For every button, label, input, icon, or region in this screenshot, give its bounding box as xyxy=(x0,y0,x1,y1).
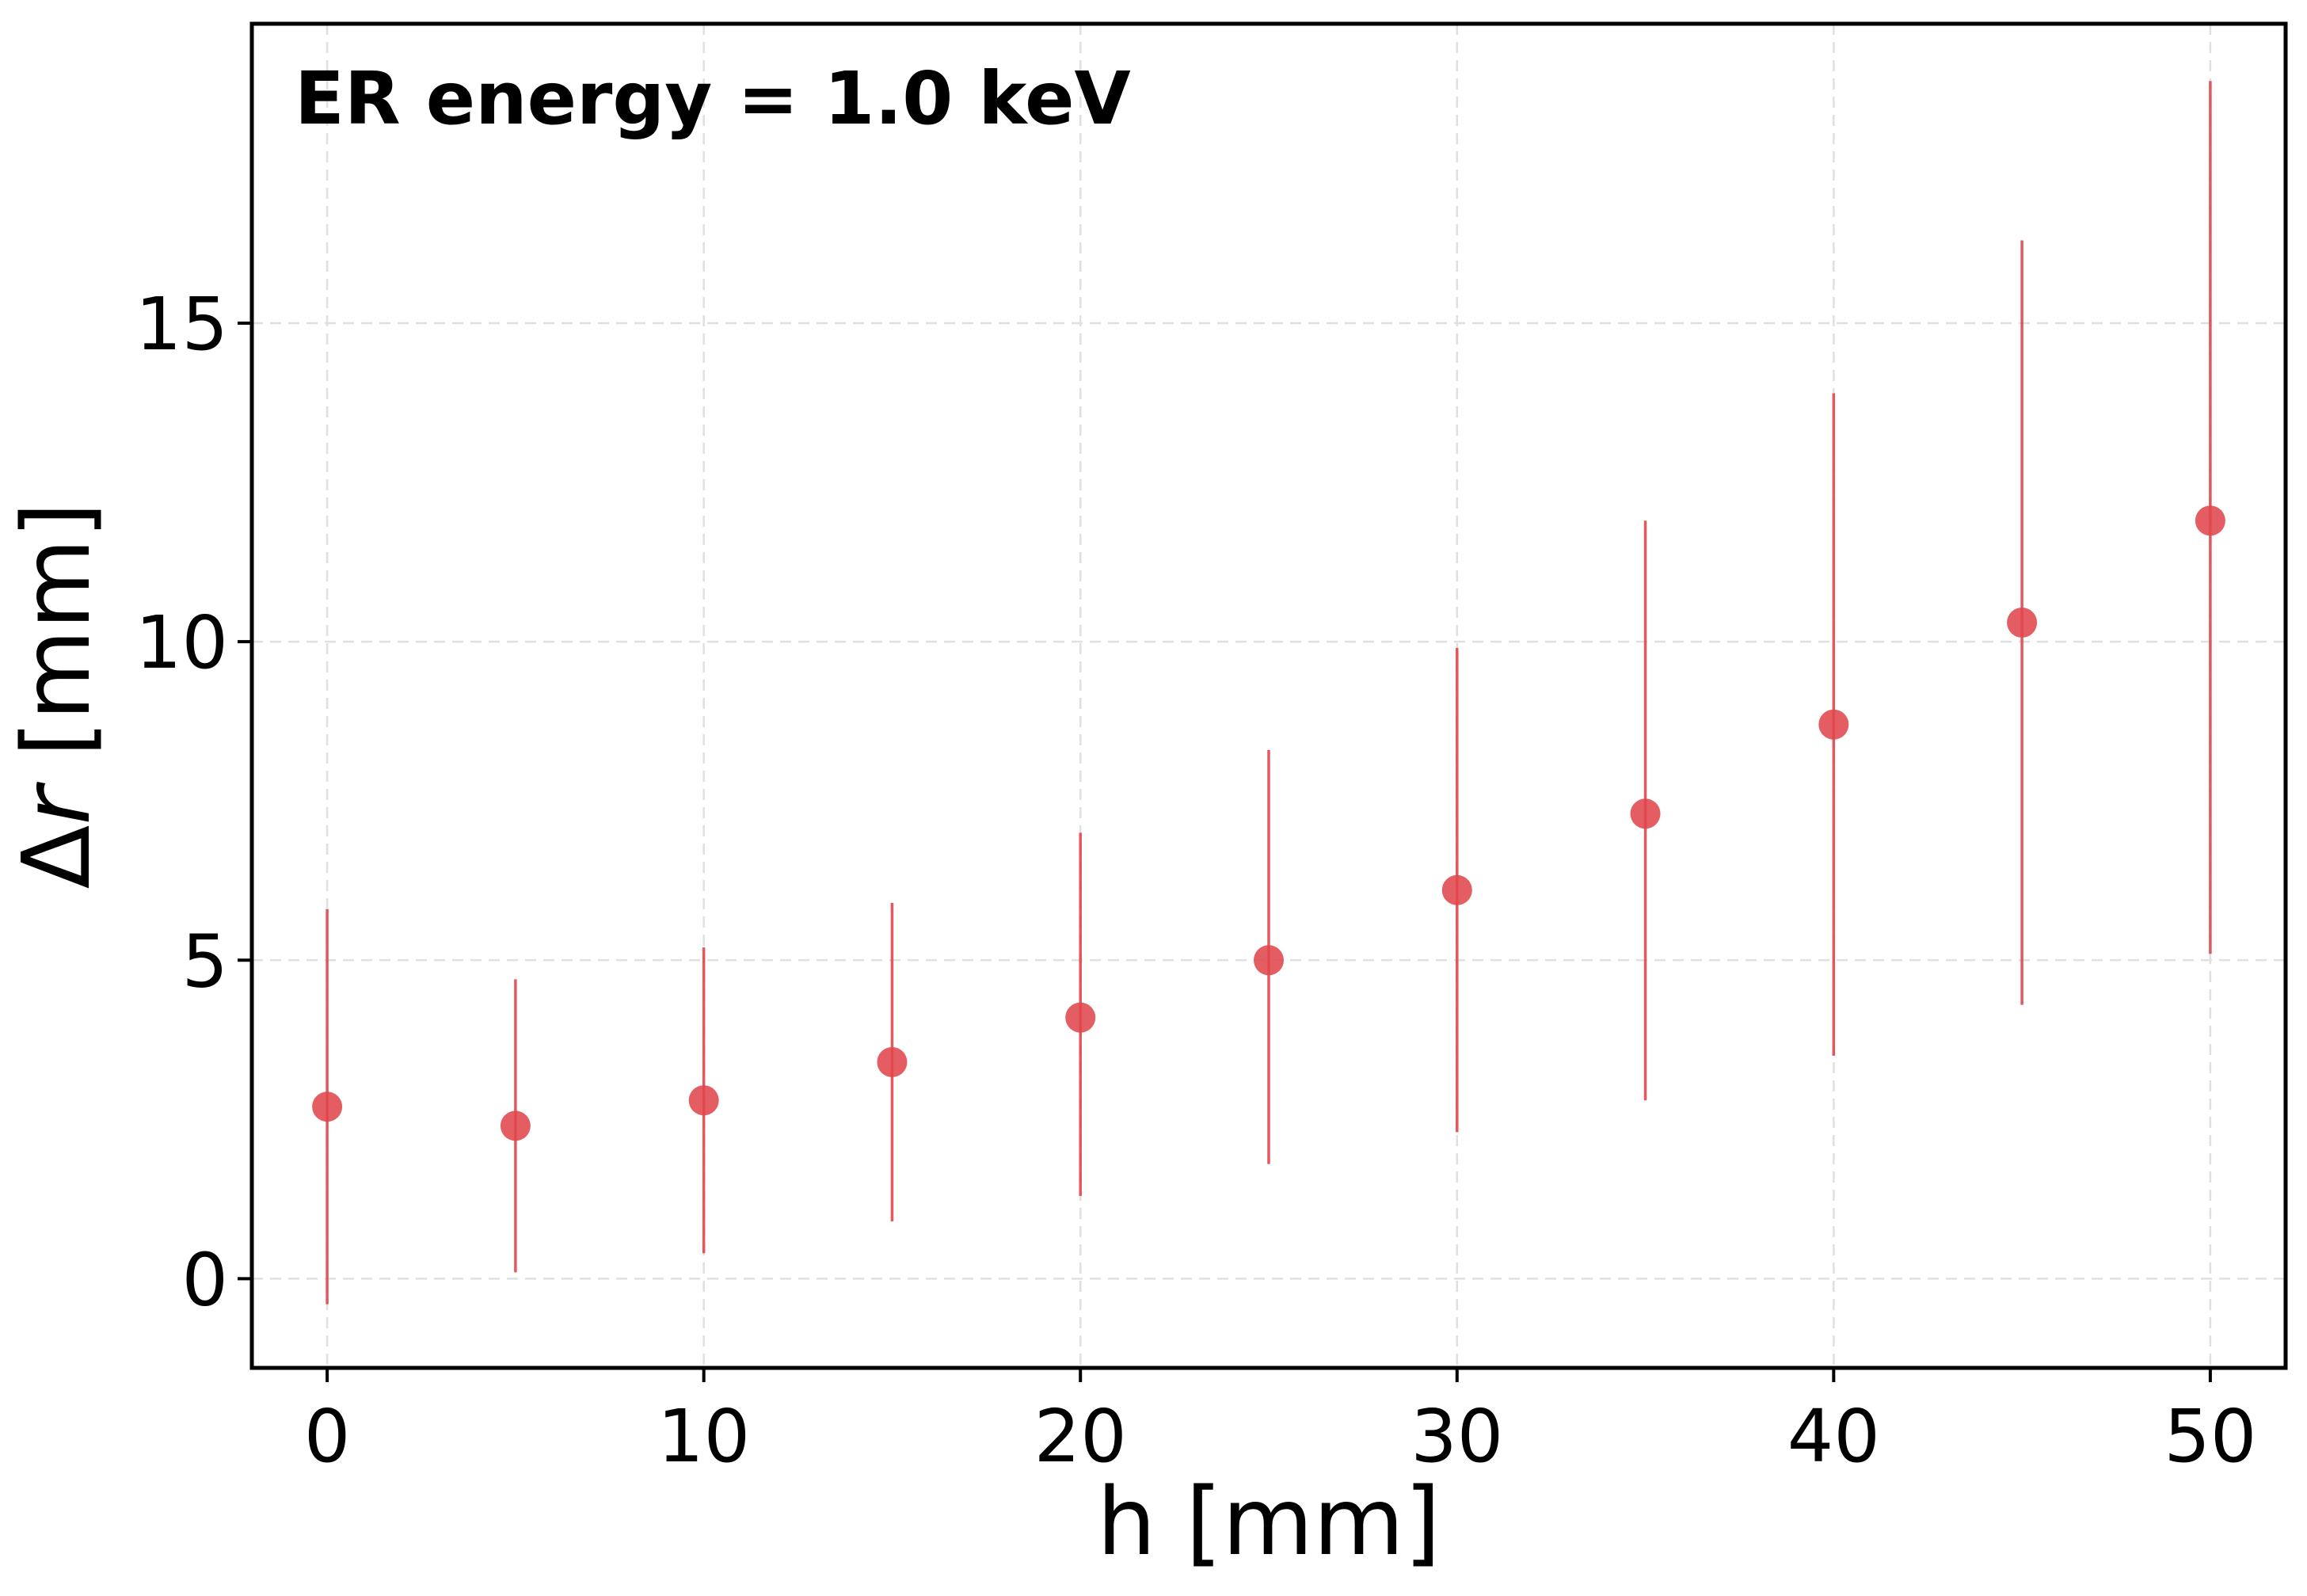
y-axis-label-symbol: Δ xyxy=(2,825,111,889)
x-tick-label: 10 xyxy=(657,1394,750,1479)
data-point xyxy=(312,1091,343,1122)
x-tick-label: 20 xyxy=(1034,1394,1127,1479)
x-axis-label: h [mm] xyxy=(1097,1467,1441,1576)
data-point xyxy=(1818,709,1849,740)
x-tick-label: 0 xyxy=(304,1394,351,1479)
data-point xyxy=(2007,608,2038,638)
data-point xyxy=(2195,505,2225,536)
x-tick-label: 50 xyxy=(2164,1394,2256,1479)
axis-ticks: 0 10 20 30 40 50 0 5 10 15 xyxy=(135,282,2257,1479)
plot-frame xyxy=(249,21,2288,1370)
data-point xyxy=(877,1046,908,1077)
y-axis-label-unit: [mm] xyxy=(2,502,111,787)
data-point xyxy=(1065,1002,1096,1033)
x-tick-label: 30 xyxy=(1410,1394,1503,1479)
data-point xyxy=(688,1085,719,1116)
data-points xyxy=(312,505,2225,1141)
data-point xyxy=(1630,798,1661,829)
y-tick-label: 10 xyxy=(135,600,228,685)
data-point xyxy=(1254,945,1284,976)
data-point xyxy=(500,1110,531,1141)
y-tick-label: 15 xyxy=(135,282,228,367)
y-axis-label-variable: r xyxy=(2,782,111,825)
y-tick-label: 0 xyxy=(181,1237,228,1322)
data-point xyxy=(1441,874,1472,905)
y-axis-label: Δr [mm] xyxy=(2,502,111,889)
x-tick-label: 40 xyxy=(1787,1394,1880,1479)
energy-annotation: ER energy = 1.0 keV xyxy=(295,56,1131,141)
y-tick-label: 5 xyxy=(181,919,228,1004)
